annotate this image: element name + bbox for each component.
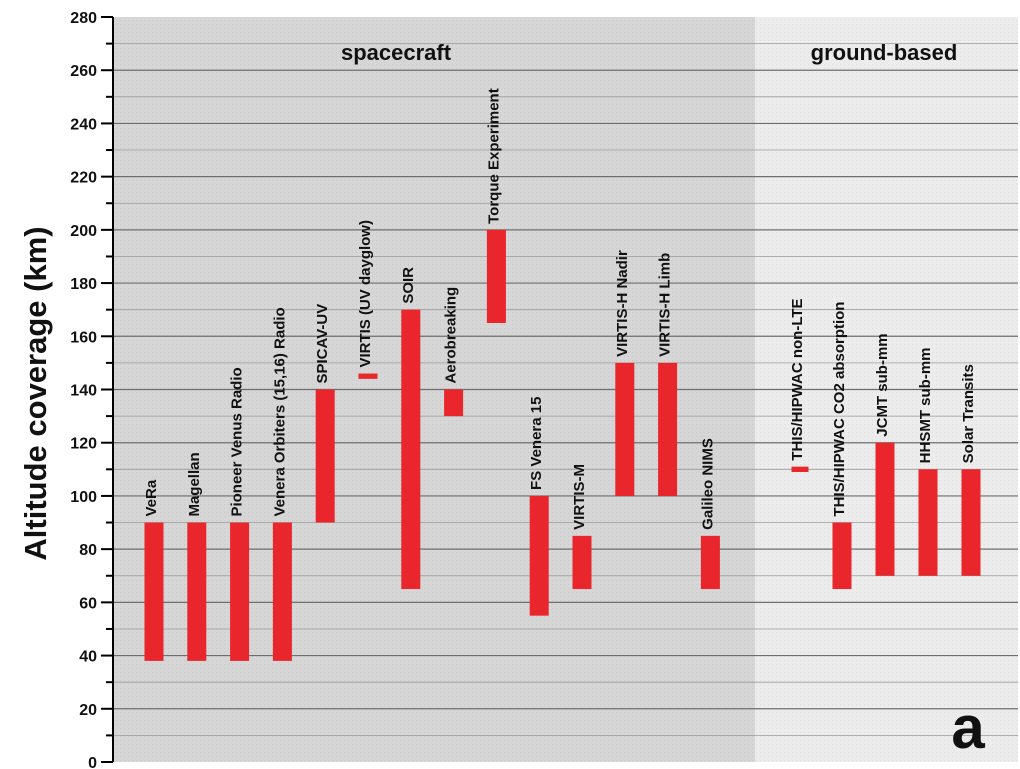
coverage-bar [230,522,250,661]
instrument-label: VIRTIS-H Nadir [614,250,631,357]
y-tick-label: 0 [88,755,97,769]
coverage-bar [444,389,464,417]
gridlines [113,43,1018,736]
instrument-labels: VeRa Magellan Pioneer Venus Radio Venera Or… [143,88,977,530]
coverage-bar [401,309,421,590]
y-tick-label: 220 [70,170,97,187]
coverage-bar [658,362,678,496]
coverage-bar [144,522,164,661]
coverage-bar [358,373,378,379]
coverage-bar [918,469,938,576]
instrument-label: HHSMT sub-mm [917,347,934,463]
instrument-label: VIRTIS-M [571,464,588,530]
coverage-bar [961,469,981,576]
instrument-label: THIS/HIPWAC CO2 absorption [831,302,848,517]
instrument-label: VeRa [143,479,160,516]
y-tick-label: 280 [70,10,97,27]
y-tick-label: 260 [70,63,97,80]
coverage-bar [486,229,506,323]
y-tick-label: 140 [70,383,97,400]
coverage-bar [832,522,852,590]
instrument-label: Galileo NIMS [699,438,716,530]
y-tick-label: 80 [79,542,97,559]
coverage-bar [791,466,809,472]
y-axis-label: Altitude coverage (km) [18,226,53,560]
panel-letter: a [951,694,985,761]
y-tick-label: 60 [79,595,97,612]
coverage-bar [615,362,635,496]
instrument-label: SPICAV-UV [314,304,331,384]
y-tick-label: 160 [70,329,97,346]
coverage-bar [700,535,720,590]
instrument-label: VIRTIS-H Limb [657,253,674,357]
y-tick-label: 120 [70,436,97,453]
instrument-label: Aerobreaking [443,287,460,384]
coverage-bar [187,522,207,661]
y-tick-label: 100 [70,489,97,506]
coverage-bar [272,522,292,661]
instrument-label: JCMT sub-mm [874,333,891,436]
coverage-bar [572,535,592,590]
instrument-label: THIS/HIPWAC non-LTE [789,298,806,460]
instrument-label: Magellan [186,452,203,516]
instrument-label: Solar Transits [960,364,977,463]
coverage-bar [875,442,895,576]
y-axis: 0 20 40 60 80 100 120 140 160 180 200 220 240 260 280 [70,10,114,769]
instrument-label: VIRTIS (UV dayglow) [357,220,374,368]
instrument-label: FS Venera 15 [528,397,545,490]
coverage-bar [529,495,549,616]
coverage-bars [144,229,981,661]
region-label-ground-based: ground-based [811,40,958,65]
region-label-spacecraft: spacecraft [341,40,452,65]
y-tick-label: 180 [70,276,97,293]
y-tick-label: 240 [70,116,97,133]
instrument-label: Pioneer Venus Radio [229,367,246,516]
coverage-bar [315,389,335,523]
instrument-label: Torque Experiment [485,88,502,224]
y-tick-label: 40 [79,649,97,666]
y-tick-label: 20 [79,702,97,719]
y-tick-label: 200 [70,223,97,240]
instrument-label: SOIR [400,267,417,304]
instrument-label: Venera Orbiters (15,16) Radio [271,307,288,516]
